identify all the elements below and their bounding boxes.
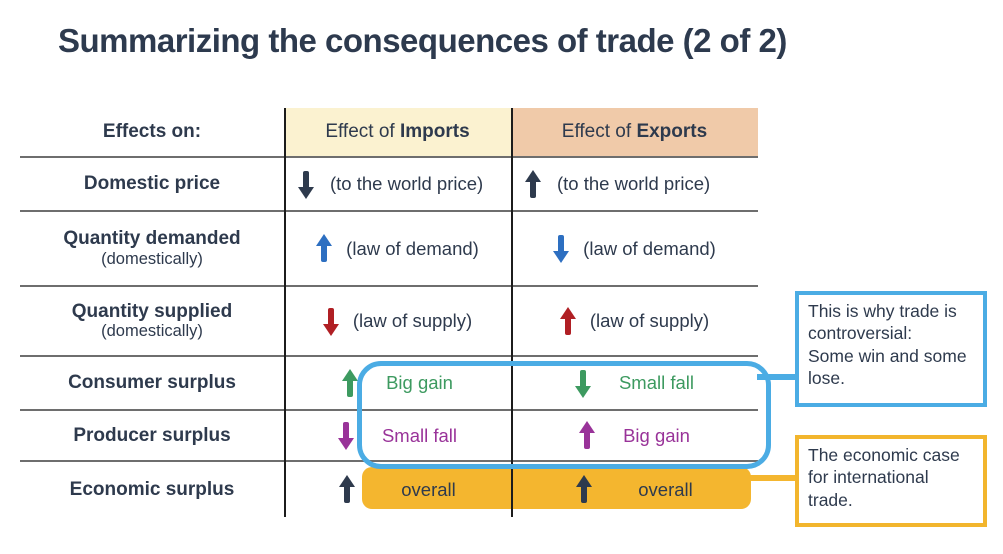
up-arrow-icon: [559, 306, 576, 336]
economic-surplus-highlight: [362, 467, 751, 509]
column-divider: [284, 108, 286, 517]
header-exports-word: Exports: [636, 121, 708, 142]
cell-imports-quantity-supplied: (law of supply): [284, 287, 511, 357]
up-arrow-icon: [576, 475, 593, 504]
row-label-quantity-supplied: Quantity supplied (domestically): [20, 287, 284, 357]
row-label-quantity-demanded: Quantity demanded (domestically): [20, 212, 284, 287]
cell-imports-quantity-demanded: (law of demand): [284, 212, 511, 287]
row-label-domestic-price: Domestic price: [20, 158, 284, 212]
down-arrow-icon: [298, 170, 314, 199]
cell-exports-producer-surplus: Big gain: [511, 411, 758, 462]
column-divider: [511, 108, 513, 517]
cell-imports-producer-surplus: Small fall: [284, 411, 511, 462]
up-arrow-icon: [579, 421, 596, 450]
cell-imports-consumer-surplus: Big gain: [284, 357, 511, 411]
down-arrow-icon: [553, 234, 570, 263]
header-effect-of-imports: Effect of Imports: [284, 108, 511, 158]
blue-connector-line: [757, 374, 797, 380]
header-imports-word: Imports: [399, 121, 470, 142]
cell-imports-economic-surplus: overall: [284, 462, 511, 517]
down-arrow-icon: [322, 307, 339, 336]
callout-economic-case: The economic case for international trad…: [795, 435, 987, 527]
header-effect-of-exports: Effect of Exports: [511, 108, 758, 158]
up-arrow-icon: [342, 368, 359, 398]
up-arrow-icon: [316, 234, 333, 263]
cell-exports-quantity-supplied: (law of supply): [511, 287, 758, 357]
down-arrow-icon: [337, 421, 354, 450]
callout-trade-controversial: This is why trade is controversial: Some…: [795, 291, 987, 407]
cell-exports-domestic-price: (to the world price): [511, 158, 758, 212]
cell-exports-quantity-demanded: (law of demand): [511, 212, 758, 287]
row-label-consumer-surplus: Consumer surplus: [20, 357, 284, 411]
up-arrow-icon: [525, 169, 541, 199]
up-arrow-icon: [339, 475, 356, 504]
cell-exports-consumer-surplus: Small fall: [511, 357, 758, 411]
gold-connector-line: [747, 475, 797, 481]
row-label-economic-surplus: Economic surplus: [69, 478, 235, 500]
row-label-producer-surplus: Producer surplus: [20, 411, 284, 462]
cell-exports-economic-surplus: overall: [511, 462, 758, 517]
header-exports-prefix: Effect of: [561, 121, 637, 142]
header-effects-on: Effects on:: [20, 108, 284, 158]
down-arrow-icon: [574, 369, 591, 398]
page-title: Summarizing the consequences of trade (2…: [58, 22, 787, 59]
cell-imports-domestic-price: (to the world price): [284, 158, 511, 212]
header-imports-prefix: Effect of: [325, 121, 400, 142]
summary-table: Effects on: Effect of Imports Effect of …: [20, 108, 758, 517]
